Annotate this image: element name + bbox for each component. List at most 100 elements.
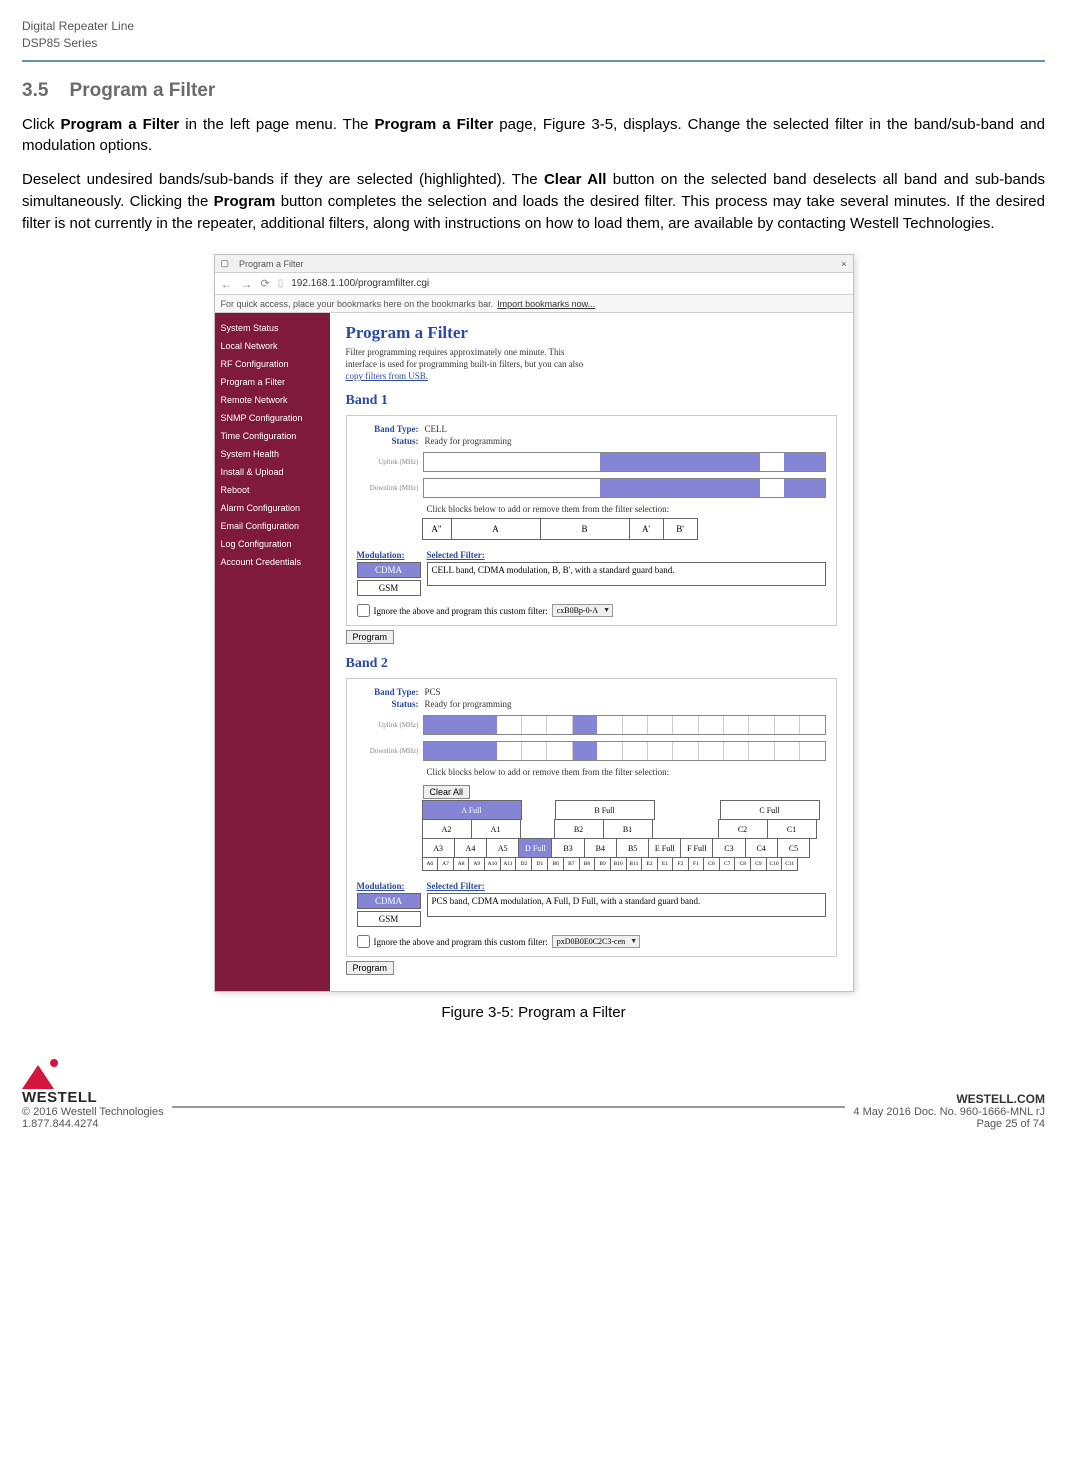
sidebar: System Status Local Network RF Configura… (215, 313, 330, 991)
band2-d2[interactable]: D2 (515, 857, 532, 871)
band2-cfull[interactable]: C Full (720, 800, 820, 820)
band1-ignore-checkbox[interactable] (357, 604, 370, 617)
band2-a9[interactable]: A9 (468, 857, 485, 871)
band2-c7[interactable]: C7 (719, 857, 736, 871)
band2-efull[interactable]: E Full (648, 838, 681, 858)
sidebar-item-local-network[interactable]: Local Network (215, 337, 330, 355)
band2-c9[interactable]: C9 (750, 857, 767, 871)
sidebar-item-email[interactable]: Email Configuration (215, 517, 330, 535)
sidebar-item-system-health[interactable]: System Health (215, 445, 330, 463)
band2-c8[interactable]: C8 (734, 857, 751, 871)
sidebar-item-time[interactable]: Time Configuration (215, 427, 330, 445)
band2-b3[interactable]: B3 (551, 838, 584, 858)
band2-f2[interactable]: F2 (672, 857, 689, 871)
band2-a11[interactable]: A11 (500, 857, 517, 871)
url-field[interactable]: 192.168.1.100/programfilter.cgi (291, 278, 429, 289)
band2-c10[interactable]: C10 (766, 857, 783, 871)
band2-b5[interactable]: B5 (616, 838, 649, 858)
back-icon[interactable]: ← (221, 277, 233, 291)
band2-b9[interactable]: B9 (594, 857, 611, 871)
band2-b4[interactable]: B4 (584, 838, 617, 858)
sidebar-item-account[interactable]: Account Credentials (215, 553, 330, 571)
band1-custom-dropdown[interactable]: cxB0Bp-0-A (552, 604, 613, 617)
band2-c4[interactable]: C4 (745, 838, 778, 858)
sidebar-item-reboot[interactable]: Reboot (215, 481, 330, 499)
band2-mod-row: Modulation: CDMA GSM Selected Filter: PC… (357, 881, 826, 927)
figure-caption: Figure 3-5: Program a Filter (22, 1004, 1045, 1021)
sidebar-item-rf-config[interactable]: RF Configuration (215, 355, 330, 373)
band2-uplink-label: Uplink (MHz) (357, 721, 419, 729)
band1-cell-b[interactable]: B (540, 518, 630, 540)
content-area: Program a Filter Filter programming requ… (330, 313, 853, 991)
band2-e1[interactable]: E1 (657, 857, 674, 871)
band1-mod-cdma[interactable]: CDMA (357, 562, 421, 578)
reload-icon[interactable]: ⟳ (261, 277, 270, 290)
band2-program-button[interactable]: Program (346, 961, 395, 975)
browser-tab[interactable]: Program a Filter (239, 259, 304, 269)
band2-b6[interactable]: B6 (547, 857, 564, 871)
band2-c1[interactable]: C1 (767, 819, 817, 839)
band2-a2[interactable]: A2 (422, 819, 472, 839)
page-subtext-link-row: copy filters from USB. (346, 371, 837, 381)
sidebar-item-program-filter[interactable]: Program a Filter (215, 373, 330, 391)
band2-c2[interactable]: C2 (718, 819, 768, 839)
sidebar-item-remote-network[interactable]: Remote Network (215, 391, 330, 409)
sidebar-item-system-status[interactable]: System Status (215, 319, 330, 337)
band2-uplink-bar[interactable] (423, 715, 826, 735)
band2-e2[interactable]: E2 (641, 857, 658, 871)
forward-icon[interactable]: → (241, 277, 253, 291)
band2-a8[interactable]: A8 (453, 857, 470, 871)
band2-ffull[interactable]: F Full (680, 838, 713, 858)
footer-left: WESTELL © 2016 Westell Technologies 1.87… (22, 1061, 164, 1130)
band2-a6[interactable]: A6 (422, 857, 439, 871)
band2-downlink-bar[interactable] (423, 741, 826, 761)
band2-a10[interactable]: A10 (484, 857, 501, 871)
band1-type: CELL (425, 424, 448, 434)
band1-cell-bp[interactable]: B' (663, 518, 698, 540)
footer-site: WESTELL.COM (853, 1092, 1045, 1106)
band2-a4[interactable]: A4 (454, 838, 487, 858)
band1-uplink-bar[interactable] (423, 452, 826, 472)
band2-c5[interactable]: C5 (777, 838, 810, 858)
band2-dfull[interactable]: D Full (518, 838, 552, 858)
band2-d1[interactable]: D1 (531, 857, 548, 871)
band1-cell-a2[interactable]: A" (422, 518, 452, 540)
band2-b10[interactable]: B10 (610, 857, 627, 871)
band2-c6[interactable]: C6 (703, 857, 720, 871)
bookmarks-import-link[interactable]: Import bookmarks now... (497, 299, 595, 309)
band1-clicks-note: Click blocks below to add or remove them… (427, 504, 826, 514)
band2-a3[interactable]: A3 (422, 838, 455, 858)
band2-b8[interactable]: B8 (579, 857, 596, 871)
band2-a7[interactable]: A7 (437, 857, 454, 871)
band2-c11[interactable]: C11 (781, 857, 798, 871)
band1-downlink-bar[interactable] (423, 478, 826, 498)
band2-ignore-checkbox[interactable] (357, 935, 370, 948)
band2-status-label: Status: (357, 699, 425, 709)
band1-program-button[interactable]: Program (346, 630, 395, 644)
band1-cell-a[interactable]: A (451, 518, 541, 540)
copy-usb-link[interactable]: copy filters from USB. (346, 371, 429, 381)
band2-c3[interactable]: C3 (712, 838, 745, 858)
footer-phone: 1.877.844.4274 (22, 1118, 164, 1130)
band2-mod-cdma[interactable]: CDMA (357, 893, 421, 909)
band2-clear-all-button[interactable]: Clear All (423, 785, 471, 799)
tab-close-icon[interactable]: × (841, 259, 846, 269)
sidebar-item-snmp[interactable]: SNMP Configuration (215, 409, 330, 427)
band2-custom-dropdown[interactable]: pxD0B0E0C2C3-cen (552, 935, 640, 948)
band2-mod-gsm[interactable]: GSM (357, 911, 421, 927)
band2-a5[interactable]: A5 (486, 838, 519, 858)
band1-cell-ap[interactable]: A' (629, 518, 664, 540)
band2-b7[interactable]: B7 (563, 857, 580, 871)
sidebar-item-log[interactable]: Log Configuration (215, 535, 330, 553)
band2-a1[interactable]: A1 (471, 819, 521, 839)
sidebar-item-alarm[interactable]: Alarm Configuration (215, 499, 330, 517)
band2-b2[interactable]: B2 (554, 819, 604, 839)
band2-afull[interactable]: A Full (422, 800, 522, 820)
band2-bfull[interactable]: B Full (555, 800, 655, 820)
band1-mod-gsm[interactable]: GSM (357, 580, 421, 596)
band2-b1[interactable]: B1 (603, 819, 653, 839)
sidebar-item-install-upload[interactable]: Install & Upload (215, 463, 330, 481)
band2-type: PCS (425, 687, 441, 697)
band2-b11[interactable]: B11 (626, 857, 643, 871)
band2-f1[interactable]: F1 (688, 857, 705, 871)
